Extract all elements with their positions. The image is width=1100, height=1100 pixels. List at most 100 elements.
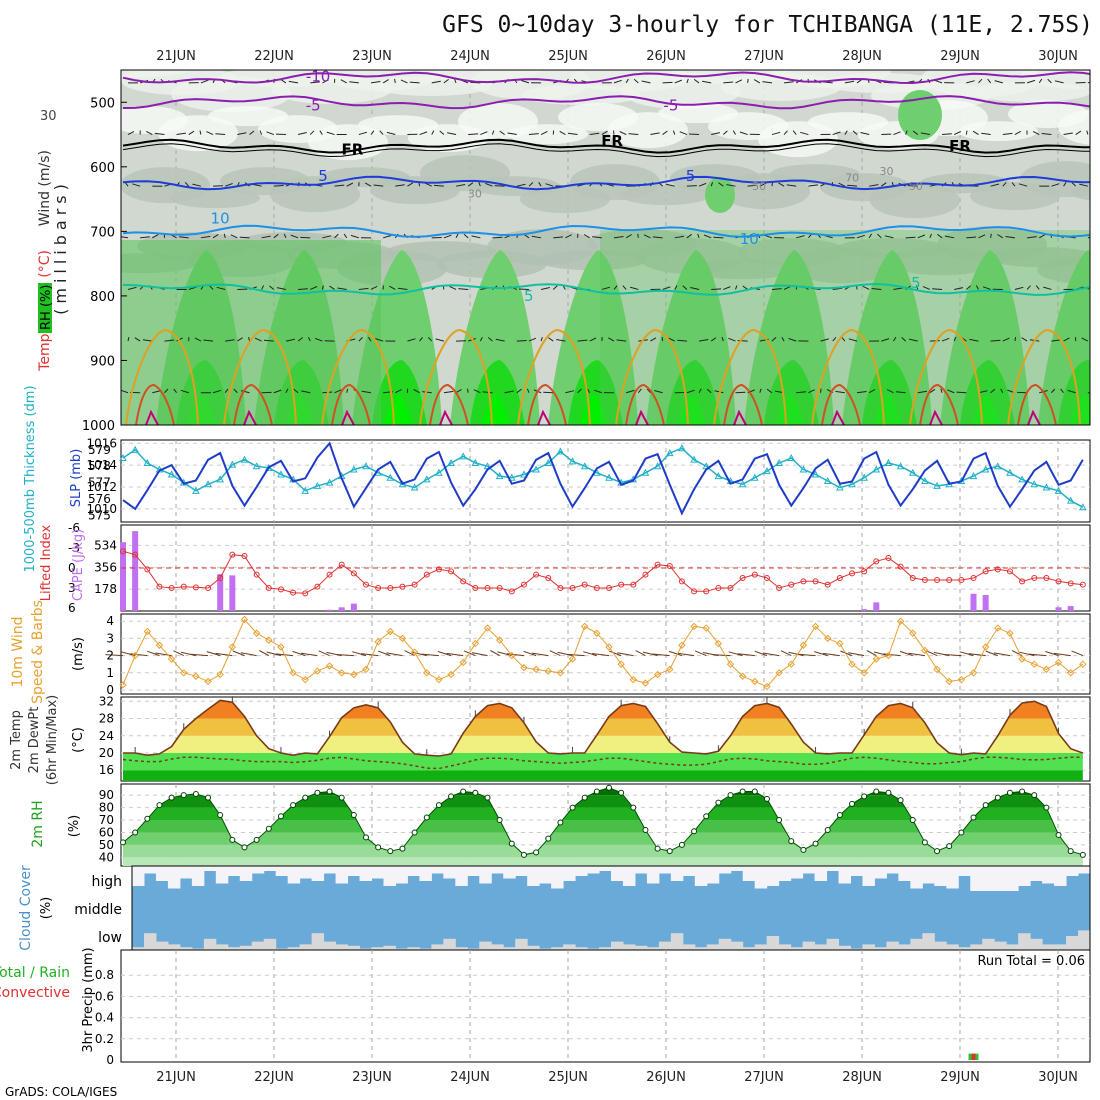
wind-barb — [844, 80, 855, 84]
wind-barb — [1000, 388, 1004, 393]
wind-barb — [771, 288, 782, 290]
wind-barb — [200, 79, 209, 84]
high-cloud-bar — [946, 866, 959, 889]
wind-barb — [856, 234, 865, 239]
wind-speed-marker — [823, 634, 832, 643]
lifted-index-marker — [1006, 568, 1013, 575]
wind-barb — [679, 131, 688, 136]
bottom-date-label: 23JUN — [352, 1070, 392, 1085]
wind-barb — [942, 133, 952, 136]
temp-title-line1: 2m Temp — [9, 710, 24, 770]
wind-speed-marker — [714, 639, 723, 648]
lifted-index-marker — [241, 553, 248, 559]
wind-barb — [847, 184, 858, 187]
wind-speed-marker — [921, 646, 929, 655]
lifted-index-tick-label: -6 — [68, 521, 80, 535]
wind-barb — [314, 337, 323, 342]
surface-wind-barb — [993, 652, 1011, 657]
wind-speed-marker — [192, 672, 200, 680]
wind-barb — [877, 233, 882, 239]
surface-wind-barb — [694, 650, 707, 657]
surface-wind-barb — [985, 650, 998, 657]
rh-tick-label: 60 — [99, 825, 114, 839]
thickness-marker — [690, 455, 698, 463]
rh-marker — [180, 792, 187, 799]
low-cloud-bar — [539, 948, 552, 950]
low-cloud-bar — [503, 947, 516, 950]
wind-barb — [223, 233, 226, 238]
wind-barb — [540, 336, 543, 342]
rh-marker — [399, 845, 406, 852]
rh-moist-band — [121, 240, 381, 425]
wind-barb — [164, 339, 175, 342]
wind-barb — [413, 389, 420, 394]
wind-speed-marker — [410, 648, 419, 656]
wind-speed-marker — [653, 670, 662, 679]
rh-saturated-plume — [764, 360, 819, 425]
high-cloud-bar — [527, 866, 540, 886]
high-cloud-bar — [287, 866, 301, 884]
lifted-index-tick-label: -3 — [68, 541, 80, 555]
wind-barb — [556, 339, 566, 342]
wind-barb — [932, 288, 943, 290]
wind-speed-marker — [386, 627, 395, 636]
high-cloud-bar — [742, 866, 756, 881]
wind-speed-marker — [981, 643, 990, 651]
wind-barb — [608, 337, 615, 342]
wind-speed-marker — [204, 677, 212, 686]
lifted-index-marker — [606, 585, 612, 591]
rh-marker — [120, 839, 126, 846]
lifted-index-marker — [423, 571, 430, 578]
high-cloud-bar — [1018, 866, 1031, 886]
wind-barb — [395, 184, 405, 187]
rh-marker — [861, 793, 868, 800]
wind-speed-marker — [508, 651, 516, 660]
surface-wind-barb — [968, 653, 986, 657]
wind-barb — [771, 337, 777, 342]
precip-grid — [121, 950, 1090, 1062]
thickness-marker — [981, 465, 990, 473]
high-cloud-bar — [203, 866, 217, 871]
wind-barb — [668, 337, 675, 342]
wind-barb — [953, 131, 962, 135]
wind-barb — [940, 388, 943, 393]
wind-barb — [703, 234, 712, 239]
high-cloud-bar — [479, 866, 492, 884]
contour-label: -5 — [663, 97, 678, 115]
wind-barb — [435, 338, 445, 342]
pressure-axis: 500 600 700 800 900 1000 30 — [40, 96, 127, 434]
wind-barb — [966, 80, 975, 84]
high-cloud-bar — [407, 866, 420, 876]
temperature-contour — [733, 409, 747, 425]
temperature-contour — [122, 95, 1090, 110]
bottom-date-label: 30JUN — [1038, 1070, 1078, 1085]
wind-barb — [912, 130, 919, 135]
slp-tick-label: 1012 — [86, 480, 117, 494]
upper-air-panel: -10 -5 -5 FR FR FR 5 5 10 10 5 5 30 50 30 50 70 500 600 70… — [37, 67, 1091, 434]
high-cloud-bar — [934, 866, 947, 886]
surface-wind-barb — [609, 650, 622, 657]
wind-barb — [711, 132, 721, 136]
thickness-marker — [350, 465, 358, 473]
high-cloud-bar — [634, 866, 648, 874]
high-cloud-bar — [215, 866, 229, 884]
wind-barb — [723, 130, 728, 135]
wind-tick-label: 0 — [106, 683, 114, 697]
wind-unit: (m/s) — [71, 637, 86, 671]
rh-scale-label: 30 — [40, 109, 57, 124]
rh-marker — [678, 841, 685, 848]
surface-wind-barb — [421, 653, 439, 657]
wind-barb — [249, 130, 255, 135]
low-cloud-bar — [658, 941, 672, 950]
wind-barb — [990, 233, 992, 238]
rh-marker — [776, 817, 783, 824]
surface-wind-barb — [190, 653, 209, 657]
wind-barb — [1038, 78, 1043, 84]
wind-speed-marker — [252, 629, 261, 637]
cape-bar — [132, 531, 139, 611]
wind-speed-marker — [751, 677, 759, 686]
wind-barb — [672, 130, 676, 135]
thickness-marker — [653, 462, 662, 470]
rh-moist-band — [600, 230, 1090, 425]
high-cloud-bar — [587, 866, 600, 874]
